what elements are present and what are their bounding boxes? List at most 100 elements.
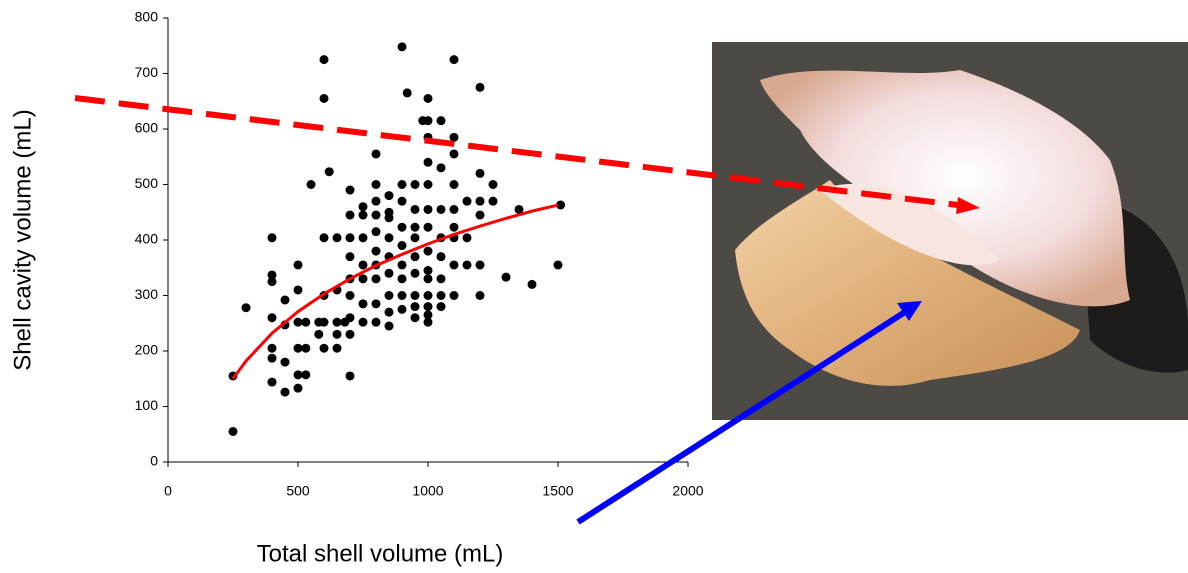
page: {"chart_data": {"type": "scatter", "x_la… bbox=[0, 0, 1188, 573]
data-point bbox=[424, 291, 433, 300]
data-point bbox=[398, 180, 407, 189]
data-point bbox=[372, 299, 381, 308]
data-point bbox=[385, 322, 394, 331]
data-point bbox=[463, 260, 472, 269]
data-point bbox=[372, 318, 381, 327]
data-point bbox=[450, 291, 459, 300]
shell-photo bbox=[712, 42, 1188, 420]
data-point bbox=[476, 169, 485, 178]
data-point bbox=[411, 313, 420, 322]
data-point bbox=[450, 133, 459, 142]
data-point bbox=[411, 223, 420, 232]
y-tick-label: 100 bbox=[135, 397, 159, 413]
data-point bbox=[398, 241, 407, 250]
data-point bbox=[476, 197, 485, 206]
x-axis-title: Total shell volume (mL) bbox=[257, 540, 504, 567]
data-point bbox=[398, 291, 407, 300]
data-point bbox=[411, 205, 420, 214]
data-point bbox=[294, 384, 303, 393]
data-point bbox=[346, 330, 355, 339]
y-tick-label: 400 bbox=[135, 231, 159, 247]
data-point bbox=[372, 149, 381, 158]
data-point bbox=[411, 252, 420, 261]
data-point bbox=[424, 94, 433, 103]
data-point bbox=[359, 274, 368, 283]
data-point bbox=[411, 291, 420, 300]
data-point bbox=[320, 318, 329, 327]
data-point bbox=[528, 280, 537, 289]
data-point bbox=[476, 260, 485, 269]
data-point bbox=[450, 223, 459, 232]
data-point bbox=[411, 269, 420, 278]
data-point bbox=[437, 163, 446, 172]
data-point bbox=[307, 180, 316, 189]
data-point bbox=[424, 266, 433, 275]
data-point bbox=[359, 202, 368, 211]
data-point bbox=[346, 252, 355, 261]
data-point bbox=[268, 378, 277, 387]
data-point bbox=[489, 180, 498, 189]
data-point bbox=[411, 233, 420, 242]
data-point bbox=[359, 318, 368, 327]
x-tick-label: 1500 bbox=[542, 483, 573, 499]
data-point bbox=[450, 260, 459, 269]
data-point bbox=[424, 247, 433, 256]
data-point bbox=[346, 371, 355, 380]
data-point bbox=[476, 211, 485, 220]
data-point bbox=[450, 149, 459, 158]
data-point bbox=[281, 295, 290, 304]
data-point bbox=[359, 260, 368, 269]
data-point bbox=[489, 197, 498, 206]
data-point bbox=[281, 358, 290, 367]
data-point bbox=[314, 330, 323, 339]
data-point bbox=[301, 318, 310, 327]
y-tick-label: 0 bbox=[150, 453, 158, 469]
data-point bbox=[437, 274, 446, 283]
data-point bbox=[398, 223, 407, 232]
data-point bbox=[333, 344, 342, 353]
data-point bbox=[437, 116, 446, 125]
data-point bbox=[463, 233, 472, 242]
data-point bbox=[333, 318, 342, 327]
data-point bbox=[346, 233, 355, 242]
x-tick-label: 500 bbox=[286, 483, 310, 499]
y-tick-label: 500 bbox=[135, 175, 159, 191]
x-tick-label: 2000 bbox=[672, 483, 703, 499]
data-point bbox=[398, 274, 407, 283]
data-point bbox=[424, 180, 433, 189]
data-point bbox=[372, 197, 381, 206]
data-point bbox=[333, 233, 342, 242]
data-point bbox=[476, 83, 485, 92]
data-point bbox=[229, 427, 238, 436]
data-point bbox=[333, 330, 342, 339]
data-point bbox=[385, 233, 394, 242]
data-point bbox=[346, 186, 355, 195]
data-point bbox=[385, 191, 394, 200]
data-point bbox=[320, 55, 329, 64]
data-point bbox=[385, 308, 394, 317]
data-point bbox=[372, 211, 381, 220]
data-point bbox=[411, 302, 420, 311]
data-point bbox=[268, 313, 277, 322]
data-point bbox=[372, 274, 381, 283]
data-point bbox=[411, 180, 420, 189]
data-point bbox=[450, 180, 459, 189]
data-point bbox=[398, 197, 407, 206]
data-point bbox=[398, 260, 407, 269]
data-point bbox=[554, 260, 563, 269]
data-point bbox=[437, 252, 446, 261]
data-point bbox=[403, 88, 412, 97]
data-point bbox=[372, 180, 381, 189]
data-point bbox=[424, 116, 433, 125]
data-point bbox=[372, 227, 381, 236]
y-axis-title: Shell cavity volume (mL) bbox=[9, 109, 36, 370]
data-point bbox=[359, 233, 368, 242]
data-point bbox=[398, 305, 407, 314]
data-point bbox=[294, 318, 303, 327]
data-point bbox=[398, 42, 407, 51]
data-point bbox=[424, 274, 433, 283]
y-tick-label: 300 bbox=[135, 286, 159, 302]
data-point bbox=[301, 370, 310, 379]
data-point bbox=[424, 205, 433, 214]
data-point bbox=[424, 318, 433, 327]
